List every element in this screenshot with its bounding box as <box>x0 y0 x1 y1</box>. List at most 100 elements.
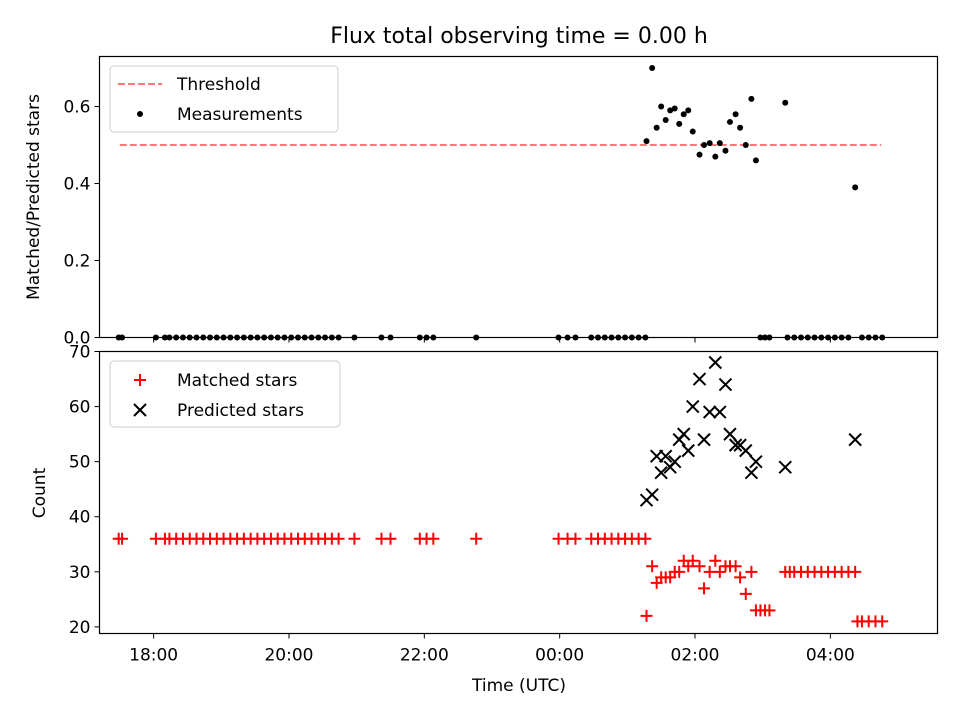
measurements-point <box>782 99 789 106</box>
measurements-point <box>752 157 759 164</box>
legend-threshold-label: Threshold <box>176 75 261 95</box>
y-tick-label: 0.6 <box>63 98 90 118</box>
bottom-y-axis-label: Count <box>30 467 50 518</box>
y-tick-label: 0.0 <box>63 329 90 349</box>
y-tick-label: 60 <box>69 398 91 418</box>
matched-stars-point <box>876 615 889 628</box>
matched-stars-point <box>427 532 440 545</box>
predicted-stars-point <box>654 465 668 480</box>
measurements-point <box>748 95 755 102</box>
top-plot-axes: 0.0 0.2 0.4 0.6 <box>63 98 831 349</box>
matched-stars-point <box>384 532 397 545</box>
matched-stars-point <box>640 609 653 622</box>
top-y-axis-label: Matched/Predicted stars <box>24 94 44 300</box>
predicted-stars-point <box>739 443 753 458</box>
x-tick-label: 22:00 <box>400 646 449 666</box>
top-legend: Threshold Measurements <box>109 65 339 133</box>
measurements-point <box>643 138 650 145</box>
matched-stars-point <box>739 587 752 600</box>
legend-matched-stars-label: Matched stars <box>177 371 297 391</box>
x-tick-label: 00:00 <box>535 646 584 666</box>
x-tick-label: 04:00 <box>806 646 855 666</box>
measurements-point <box>685 107 692 114</box>
legend-predicted-stars-label: Predicted stars <box>177 401 304 421</box>
measurements-point <box>653 124 660 131</box>
matched-stars-point <box>348 532 361 545</box>
measurements-point <box>737 124 744 131</box>
measurements-point <box>671 105 678 112</box>
matched-stars-point <box>734 571 747 584</box>
measurements-point <box>701 142 708 149</box>
measurements-point <box>712 153 719 160</box>
measurements-legend-swatch <box>137 111 143 117</box>
matched-stars-point <box>763 604 776 617</box>
bottom-legend-box <box>109 360 341 428</box>
predicted-stars-point <box>744 465 759 480</box>
matched-stars-point <box>849 565 862 578</box>
measurements-point <box>716 140 723 147</box>
x-tick-label: 18:00 <box>129 646 178 666</box>
predicted-stars-point <box>702 405 717 419</box>
matched-stars-point <box>686 554 699 567</box>
top-legend-box <box>109 65 339 133</box>
measurements-point <box>658 103 665 110</box>
matched-stars-point <box>332 532 345 545</box>
measurements-point <box>742 142 749 149</box>
matched-stars-point <box>116 532 129 545</box>
measurements-point <box>722 147 729 154</box>
y-tick-label: 70 <box>69 343 91 363</box>
x-axis-label: Time (UTC) <box>471 676 566 696</box>
matched-stars-point <box>673 565 686 578</box>
matched-stars-point <box>639 532 652 545</box>
predicted-stars-point <box>749 454 763 469</box>
matched-stars-point <box>693 560 706 573</box>
predicted-stars-point <box>713 405 727 419</box>
measurements-point <box>667 107 674 114</box>
measurements-point <box>852 184 859 191</box>
matched-stars-point <box>646 560 659 573</box>
predicted-stars-point <box>692 372 707 386</box>
matched-stars-point <box>713 565 726 578</box>
matched-stars-point <box>470 532 483 545</box>
predicted-stars-point <box>848 432 862 447</box>
predicted-stars-point <box>697 432 711 447</box>
predicted-stars-point <box>728 438 743 452</box>
y-tick-label: 30 <box>69 563 91 583</box>
predicted-stars-point <box>681 443 695 458</box>
measurements-point <box>696 151 703 158</box>
predicted-stars-point <box>677 427 691 441</box>
top-plot-frame <box>98 55 939 339</box>
predicted-stars-point <box>718 377 733 392</box>
measurements-point <box>732 111 739 118</box>
predicted-stars-point <box>658 449 673 463</box>
figure-title: Flux total observing time = 0.00 h <box>330 24 708 49</box>
matched-stars-point <box>698 582 711 595</box>
bottom-plot-data <box>112 355 889 628</box>
measurements-point <box>676 120 683 127</box>
y-tick-label: 0.2 <box>63 252 90 272</box>
predicted-stars-point <box>708 355 723 370</box>
x-tick-label: 02:00 <box>671 646 720 666</box>
predicted-stars-point <box>668 454 682 469</box>
measurements-point <box>689 128 696 135</box>
measurements-point <box>726 118 733 125</box>
matched-stars-point <box>569 532 582 545</box>
x-tick-label: 20:00 <box>264 646 313 666</box>
predicted-stars-legend-swatch <box>133 403 147 417</box>
matched-stars-point <box>745 565 758 578</box>
predicted-stars-point <box>686 399 700 414</box>
measurements-point <box>662 117 669 124</box>
measurements-point <box>706 140 713 147</box>
matched-stars-point <box>703 565 716 578</box>
bottom-plot-axes: 18:00 20:00 22:00 00:00 02:00 04:00 20 30 40 50 60… <box>69 343 855 666</box>
y-tick-label: 20 <box>69 618 91 638</box>
matched-stars-point <box>729 560 742 573</box>
legend-measurements-label: Measurements <box>177 105 303 125</box>
bottom-plot-frame <box>98 350 939 635</box>
matched-stars-point <box>709 554 722 567</box>
y-tick-label: 50 <box>69 453 91 473</box>
y-tick-label: 0.4 <box>63 175 90 195</box>
measurements-point <box>649 65 656 72</box>
measurements-point <box>680 111 687 118</box>
